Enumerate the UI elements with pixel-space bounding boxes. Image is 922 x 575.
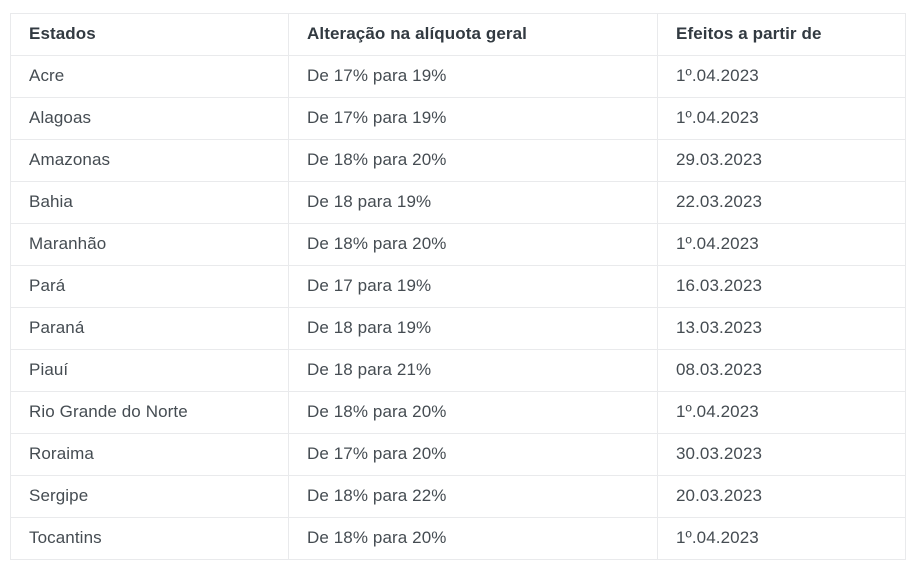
cell-estado: Piauí [10,349,289,392]
cell-estado: Paraná [10,307,289,350]
cell-estado: Amazonas [10,139,289,182]
cell-efeitos-data: 30.03.2023 [657,433,906,476]
table-row: Acre De 17% para 19% 1º.04.2023 [10,55,906,98]
state-tax-rate-table: Estados Alteração na alíquota geral Efei… [10,13,906,560]
cell-alteracao-aliquota: De 18 para 21% [288,349,658,392]
cell-alteracao-aliquota: De 18 para 19% [288,307,658,350]
cell-estado: Acre [10,55,289,98]
cell-alteracao-aliquota: De 18% para 20% [288,391,658,434]
cell-efeitos-data: 1º.04.2023 [657,223,906,266]
table-row: Roraima De 17% para 20% 30.03.2023 [10,433,906,476]
cell-efeitos-data: 16.03.2023 [657,265,906,308]
cell-efeitos-data: 1º.04.2023 [657,97,906,140]
column-header-estados: Estados [10,13,289,56]
cell-estado: Maranhão [10,223,289,266]
table-row: Paraná De 18 para 19% 13.03.2023 [10,307,906,350]
cell-estado: Sergipe [10,475,289,518]
cell-alteracao-aliquota: De 18% para 20% [288,223,658,266]
table-row: Maranhão De 18% para 20% 1º.04.2023 [10,223,906,266]
cell-estado: Roraima [10,433,289,476]
cell-alteracao-aliquota: De 18% para 22% [288,475,658,518]
cell-estado: Bahia [10,181,289,224]
cell-efeitos-data: 29.03.2023 [657,139,906,182]
table-row: Tocantins De 18% para 20% 1º.04.2023 [10,517,906,560]
cell-alteracao-aliquota: De 18% para 20% [288,517,658,560]
cell-efeitos-data: 20.03.2023 [657,475,906,518]
cell-alteracao-aliquota: De 17% para 19% [288,55,658,98]
cell-efeitos-data: 1º.04.2023 [657,55,906,98]
cell-estado: Rio Grande do Norte [10,391,289,434]
cell-efeitos-data: 1º.04.2023 [657,517,906,560]
table-body: Acre De 17% para 19% 1º.04.2023 Alagoas De 1… [10,55,906,560]
cell-efeitos-data: 13.03.2023 [657,307,906,350]
cell-alteracao-aliquota: De 17% para 19% [288,97,658,140]
table-row: Rio Grande do Norte De 18% para 20% 1º.04.… [10,391,906,434]
cell-efeitos-data: 1º.04.2023 [657,391,906,434]
cell-alteracao-aliquota: De 17% para 20% [288,433,658,476]
column-header-efeitos: Efeitos a partir de [657,13,906,56]
cell-estado: Tocantins [10,517,289,560]
table-row: Sergipe De 18% para 22% 20.03.2023 [10,475,906,518]
table-row: Amazonas De 18% para 20% 29.03.2023 [10,139,906,182]
table-row: Alagoas De 17% para 19% 1º.04.2023 [10,97,906,140]
table-row: Piauí De 18 para 21% 08.03.2023 [10,349,906,392]
cell-alteracao-aliquota: De 17 para 19% [288,265,658,308]
column-header-alteracao-aliquota: Alteração na alíquota geral [288,13,658,56]
cell-efeitos-data: 08.03.2023 [657,349,906,392]
cell-alteracao-aliquota: De 18% para 20% [288,139,658,182]
cell-estado: Alagoas [10,97,289,140]
table-row: Bahia De 18 para 19% 22.03.2023 [10,181,906,224]
table-header-row: Estados Alteração na alíquota geral Efei… [10,13,906,56]
cell-efeitos-data: 22.03.2023 [657,181,906,224]
cell-estado: Pará [10,265,289,308]
cell-alteracao-aliquota: De 18 para 19% [288,181,658,224]
table-row: Pará De 17 para 19% 16.03.2023 [10,265,906,308]
